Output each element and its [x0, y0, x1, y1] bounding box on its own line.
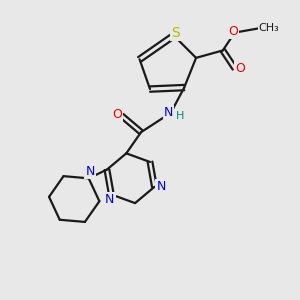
Text: O: O — [112, 108, 122, 121]
Text: S: S — [171, 26, 180, 40]
Text: CH₃: CH₃ — [259, 23, 279, 33]
Text: H: H — [176, 111, 184, 121]
Text: N: N — [85, 165, 95, 178]
Text: N: N — [105, 193, 115, 206]
Text: O: O — [228, 25, 238, 38]
Text: O: O — [235, 62, 245, 75]
Text: N: N — [164, 106, 173, 119]
Text: N: N — [156, 180, 166, 194]
